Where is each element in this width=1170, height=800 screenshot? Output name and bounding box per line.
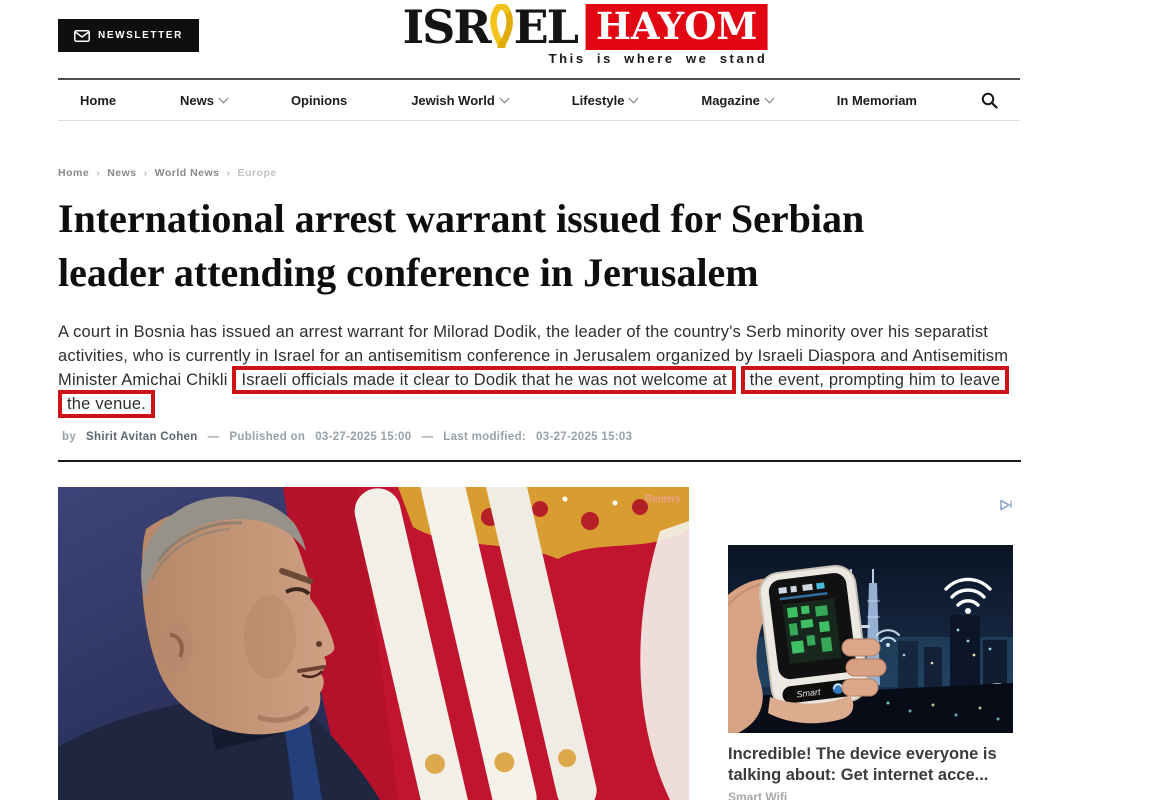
- page-title: International arrest warrant issued for …: [58, 196, 865, 295]
- adchoices-button[interactable]: [728, 498, 1013, 514]
- byline-dash: —: [207, 431, 220, 443]
- wifi-icon: [944, 577, 992, 607]
- logo-tagline: This is where we stand: [548, 51, 768, 66]
- newsletter-button[interactable]: NEWSLETTER: [58, 19, 199, 52]
- wifi-device: Smart: [758, 564, 869, 710]
- byline: by Shirit Avitan Cohen — Published on 03…: [62, 431, 632, 443]
- site-logo[interactable]: ISR EL HAYOM This is where we stand: [403, 4, 768, 66]
- nav-item-opinions[interactable]: Opinions: [291, 93, 347, 108]
- nav-item-magazine[interactable]: Magazine: [701, 92, 775, 108]
- lede-highlight-box-1: Israeli officials made it clear to Dodik…: [232, 366, 736, 394]
- nav-label: Magazine: [701, 92, 760, 108]
- published-label: Published on: [229, 431, 306, 443]
- chevron-down-icon: [218, 93, 229, 104]
- logo-text-part1: ISR: [402, 0, 492, 54]
- article-lede: A court in Bosnia has issued an arrest w…: [58, 320, 1024, 418]
- newsletter-label: NEWSLETTER: [98, 30, 183, 41]
- device-brand-label: Smart: [796, 687, 822, 700]
- breadcrumb-news[interactable]: News: [107, 167, 137, 179]
- envelope-icon: [74, 29, 90, 42]
- wifi-icon: [875, 629, 901, 643]
- nav-label: Lifestyle: [571, 92, 625, 108]
- breadcrumb-separator: ›: [96, 167, 101, 179]
- logo-text-part3: HAYOM: [585, 4, 768, 50]
- nav-label: News: [180, 92, 215, 108]
- breadcrumb-home[interactable]: Home: [58, 167, 90, 179]
- breadcrumb-world-news[interactable]: World News: [154, 167, 220, 179]
- nav-item-news[interactable]: News: [180, 92, 229, 108]
- ad-image[interactable]: Smart: [728, 545, 1013, 733]
- nav-item-jewish-world[interactable]: Jewish World: [411, 92, 510, 108]
- published-datetime: 03-27-2025 15:00: [315, 431, 412, 443]
- nav-label: Opinions: [290, 92, 348, 108]
- nav-label: Jewish World: [411, 92, 495, 108]
- search-icon: [981, 92, 998, 109]
- logo-text-part2: EL: [513, 0, 579, 54]
- modified-datetime: 03-27-2025 15:03: [536, 431, 633, 443]
- modified-label: Last modified:: [443, 431, 527, 443]
- nav-item-in-memoriam[interactable]: In Memoriam: [837, 93, 917, 108]
- image-credit: Reuters: [645, 494, 680, 505]
- main-nav: Home News Opinions Jewish World Lifestyl…: [58, 78, 1020, 121]
- ad-unit: Smart Incredible! The device everyone is…: [728, 498, 1013, 800]
- chevron-down-icon: [499, 93, 510, 104]
- breadcrumb-separator: ›: [143, 167, 148, 179]
- section-divider: [58, 460, 1021, 462]
- byline-dash: —: [421, 431, 434, 443]
- adchoices-icon: [1000, 499, 1012, 511]
- lede-highlight-box-2: the event, prompting him to leave the ve…: [58, 366, 1010, 418]
- ad-source: Smart Wifi: [728, 790, 788, 800]
- search-button[interactable]: [981, 92, 998, 109]
- nav-item-home[interactable]: Home: [80, 93, 116, 108]
- author-name[interactable]: Shirit Avitan Cohen: [86, 431, 198, 443]
- ad-headline[interactable]: Incredible! The device everyone is talki…: [728, 745, 997, 784]
- yellow-ribbon-icon: [490, 4, 513, 48]
- nav-label: Home: [80, 92, 117, 108]
- byline-prefix: by: [62, 431, 77, 443]
- chevron-down-icon: [764, 93, 775, 104]
- article-photo-illustration: Reuters: [58, 487, 689, 800]
- breadcrumb-europe[interactable]: Europe: [237, 167, 277, 179]
- nav-label: In Memoriam: [836, 92, 917, 108]
- article-image: Reuters: [58, 487, 689, 800]
- lede-text: A court in Bosnia has issued an arrest w…: [58, 323, 1009, 389]
- breadcrumb-separator: ›: [226, 167, 231, 179]
- chevron-down-icon: [628, 93, 639, 104]
- nav-item-lifestyle[interactable]: Lifestyle: [571, 92, 639, 108]
- breadcrumb: Home › News › World News › Europe: [58, 167, 277, 179]
- logo-row: ISR EL HAYOM: [403, 4, 768, 50]
